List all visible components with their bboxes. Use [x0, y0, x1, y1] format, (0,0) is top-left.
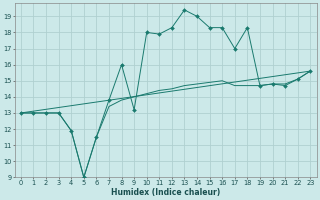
X-axis label: Humidex (Indice chaleur): Humidex (Indice chaleur): [111, 188, 220, 197]
